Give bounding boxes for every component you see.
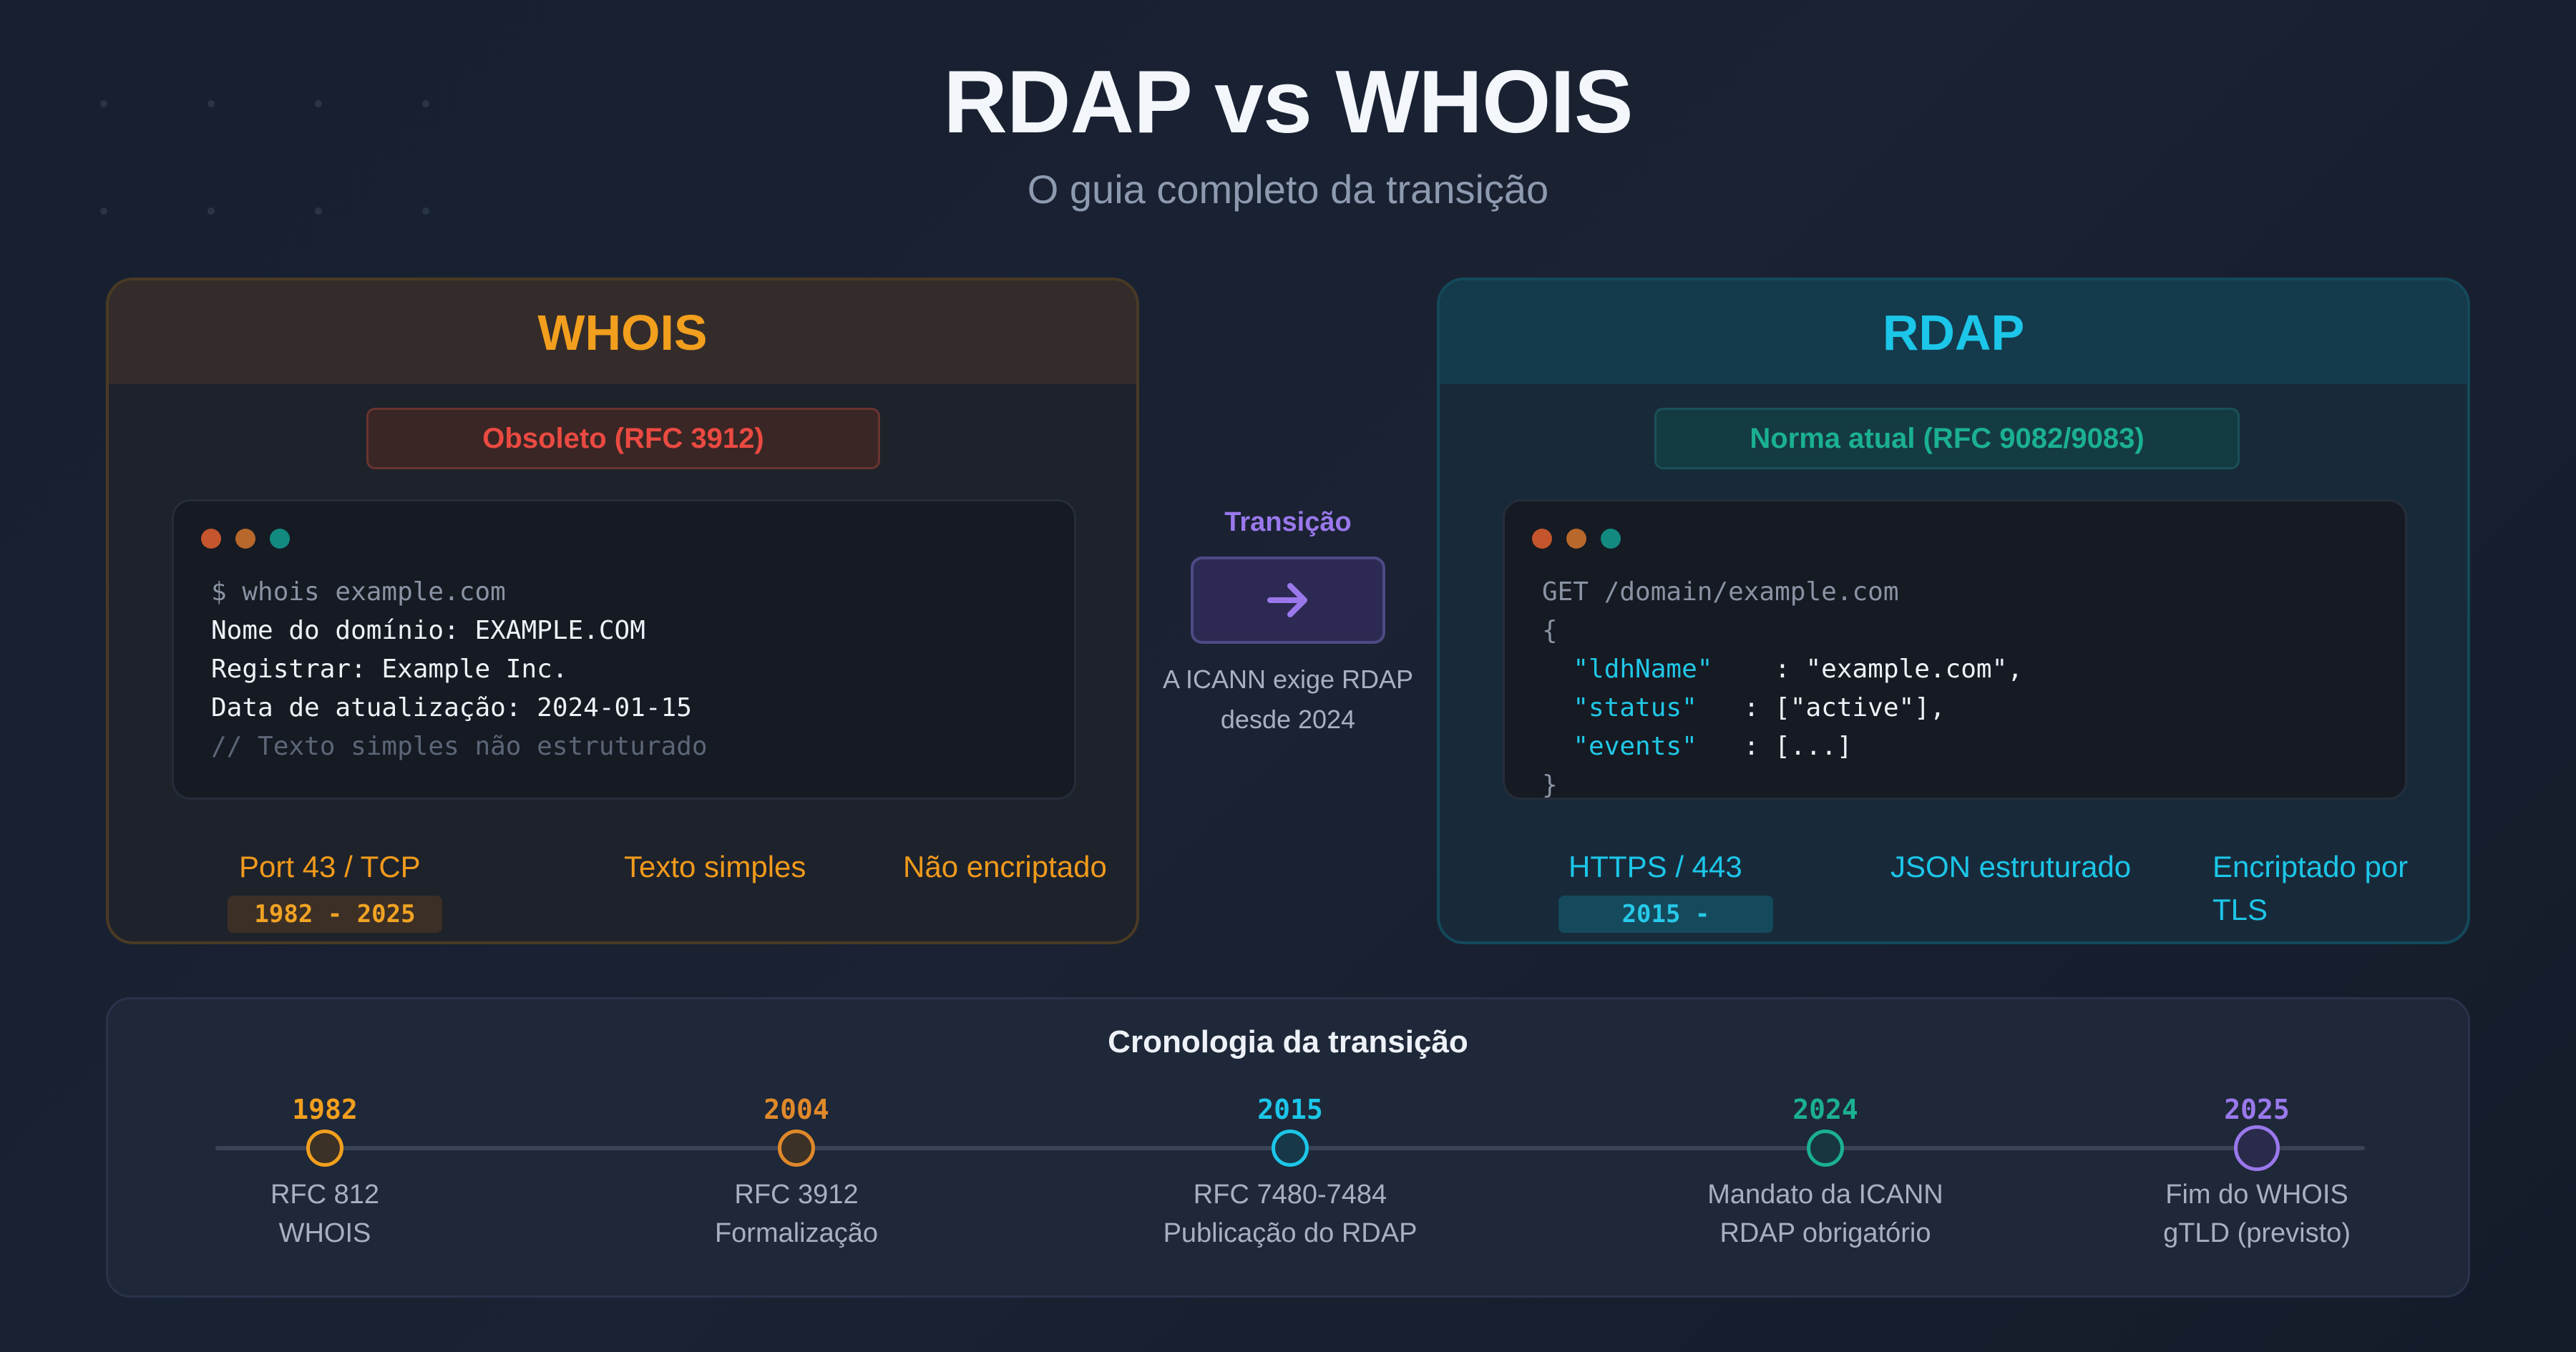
timeline-year: 2025	[2224, 1094, 2290, 1125]
rdap-terminal: GET /domain/example.com { "ldhName" : "ex…	[1503, 499, 2407, 800]
page-title: RDAP vs WHOIS	[943, 53, 1633, 152]
terminal-window-dots	[1532, 529, 1621, 549]
terminal-dot-orange	[1566, 529, 1586, 549]
whois-comment: // Texto simples não estruturado	[211, 732, 708, 761]
transition-label: Transição	[1224, 507, 1352, 537]
timeline-description: RFC 812 WHOIS	[270, 1180, 380, 1248]
timeline-marker	[1807, 1130, 1844, 1167]
timeline-marker	[306, 1130, 343, 1167]
rdap-json-field-status: "status" : ["active"],	[1573, 693, 1946, 722]
rdap-request: GET /domain/example.com	[1542, 577, 1899, 607]
whois-terminal-output: $ whois example.com Nome do domínio: EXAM…	[211, 573, 708, 766]
timeline-description: Fim do WHOIS gTLD (previsto)	[2163, 1180, 2351, 1248]
whois-feature-encryption: Não encriptado	[903, 850, 1107, 883]
rdap-feature-encryption: Encriptado por TLS	[2212, 850, 2409, 926]
whois-feature-port: Port 43 / TCP	[239, 850, 421, 883]
terminal-dot-red	[201, 529, 221, 549]
rdap-status-badge: Norma atual (RFC 9082/9083)	[1654, 408, 2240, 469]
rdap-feature-port: HTTPS / 443	[1568, 850, 1742, 883]
timeline-year: 2004	[763, 1094, 829, 1125]
whois-feature-format: Texto simples	[624, 850, 806, 883]
whois-line-registrar: Registrar: Example Inc.	[211, 655, 568, 684]
whois-years-badge: 1982 - 2025	[228, 896, 442, 933]
timeline-marker	[2234, 1125, 2280, 1171]
whois-panel: WHOIS Obsoleto (RFC 3912) $ whois exampl…	[106, 278, 1139, 944]
timeline-description: RFC 7480-7484 Publicação do RDAP	[1163, 1180, 1418, 1248]
timeline-year: 1982	[292, 1094, 358, 1125]
rdap-json-field-ldhname: "ldhName" : "example.com",	[1573, 655, 2023, 684]
rdap-heading: RDAP	[1440, 280, 2467, 384]
terminal-dot-orange	[235, 529, 255, 549]
rdap-json-field-events: "events" : [...]	[1573, 732, 1853, 761]
whois-command: $ whois example.com	[211, 577, 506, 607]
terminal-window-dots	[201, 529, 290, 549]
transition-note: A ICANN exige RDAP desde 2024	[1073, 660, 1503, 740]
rdap-panel: RDAP Norma atual (RFC 9082/9083) GET /do…	[1437, 278, 2470, 944]
transition-arrow-box	[1191, 557, 1385, 644]
rdap-json-open: {	[1542, 616, 1558, 645]
timeline-year: 2015	[1257, 1094, 1323, 1125]
whois-line-domain: Nome do domínio: EXAMPLE.COM	[211, 616, 645, 645]
terminal-dot-red	[1532, 529, 1552, 549]
timeline-title: Cronologia da transição	[1108, 1024, 1468, 1059]
page-subtitle: O guia completo da transição	[1027, 167, 1549, 212]
rdap-feature-format: JSON estruturado	[1890, 850, 2132, 883]
timeline-panel: Cronologia da transição 1982 RFC 812 WHO…	[106, 997, 2470, 1298]
timeline-year: 2024	[1792, 1094, 1858, 1125]
arrow-right-icon	[1267, 583, 1307, 617]
whois-terminal: $ whois example.com Nome do domínio: EXAM…	[172, 499, 1076, 800]
transition-note-line2: desde 2024	[1220, 705, 1356, 734]
terminal-dot-teal	[270, 529, 290, 549]
whois-line-updated: Data de atualização: 2024-01-15	[211, 693, 692, 722]
timeline-description: RFC 3912 Formalização	[714, 1180, 879, 1248]
transition-note-line1: A ICANN exige RDAP	[1162, 665, 1414, 694]
timeline-description: Mandato da ICANN RDAP obrigatório	[1707, 1180, 1943, 1248]
rdap-terminal-output: GET /domain/example.com { "ldhName" : "ex…	[1542, 573, 2023, 805]
timeline-marker	[1272, 1130, 1309, 1167]
whois-status-badge: Obsoleto (RFC 3912)	[366, 408, 880, 469]
rdap-years-badge: 2015 -	[1558, 896, 1773, 933]
whois-heading: WHOIS	[109, 280, 1136, 384]
terminal-dot-teal	[1601, 529, 1621, 549]
timeline-marker	[778, 1130, 815, 1167]
rdap-json-close: }	[1542, 770, 1558, 800]
